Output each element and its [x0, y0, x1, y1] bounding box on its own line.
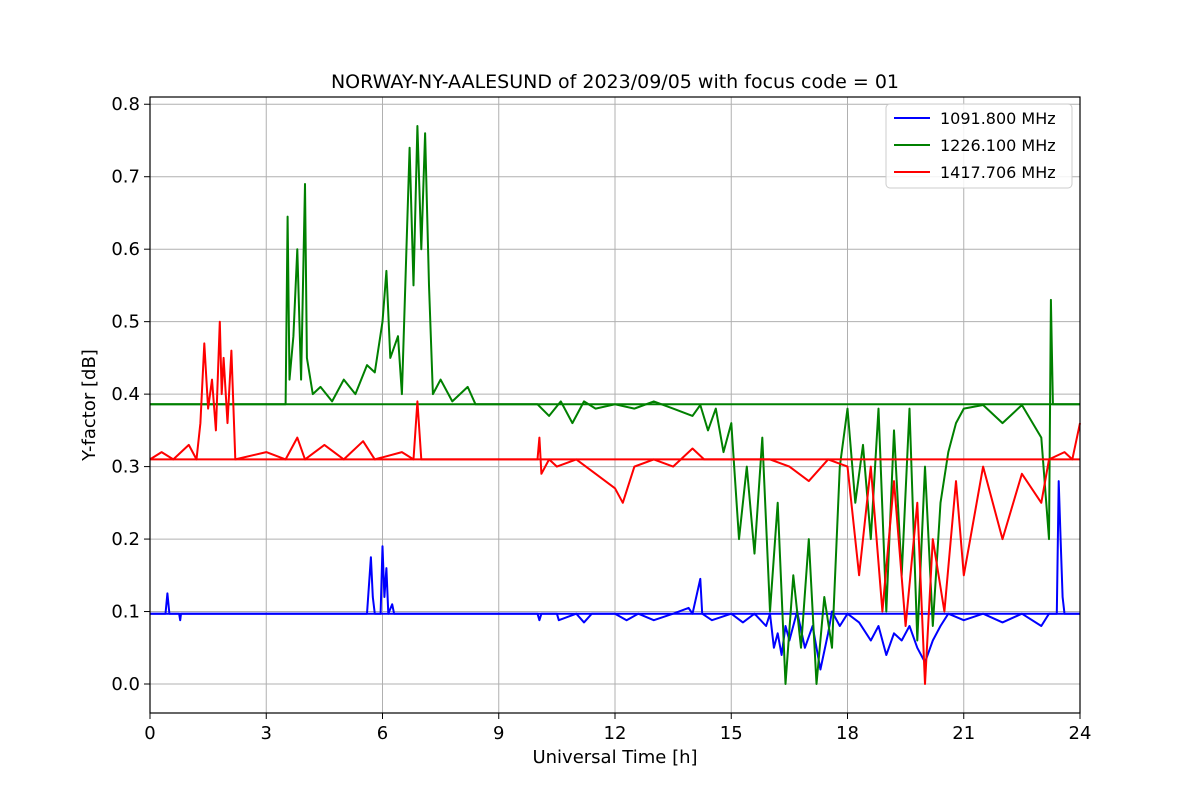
legend-entry: 1226.100 MHz [940, 136, 1056, 155]
legend-box [885, 103, 1073, 189]
x-tick-label: 6 [377, 723, 388, 744]
x-tick-label: 12 [604, 723, 627, 744]
series-line-1 [150, 480, 1080, 671]
series-line-2 [150, 125, 1080, 685]
x-tick-label: 15 [720, 723, 743, 744]
y-axis-label: Y-factor [dB] [79, 349, 100, 462]
x-tick-label: 0 [144, 723, 155, 744]
x-tick-label: 24 [1069, 723, 1092, 744]
y-tick-label: 0.4 [111, 384, 140, 405]
x-axis: 0 3 6 9 12 15 18 21 24 [144, 713, 1091, 744]
y-tick-label: 0.6 [111, 239, 140, 260]
y-tick-label: 0.2 [111, 529, 140, 550]
y-tick-label: 0.1 [111, 602, 140, 623]
series-line-3 [149, 320, 1081, 685]
series-lines [149, 125, 1081, 685]
x-tick-label: 18 [836, 723, 859, 744]
legend-entry: 1417.706 MHz [940, 163, 1056, 182]
y-tick-label: 0.8 [111, 94, 140, 115]
y-axis: 0.0 0.1 0.2 0.3 0.4 0.5 0.6 0.7 0.8 [111, 94, 150, 695]
y-tick-label: 0.5 [111, 312, 140, 333]
legend: 1091.800 MHz 1226.100 MHz 1417.706 MHz [885, 103, 1073, 189]
y-tick-label: 0.7 [111, 167, 140, 188]
x-axis-label: Universal Time [h] [532, 747, 697, 768]
x-tick-label: 21 [952, 723, 975, 744]
y-tick-label: 0.0 [111, 674, 140, 695]
y-tick-label: 0.3 [111, 457, 140, 478]
chart-title: NORWAY-NY-AALESUND of 2023/09/05 with fo… [331, 71, 899, 93]
x-tick-label: 3 [261, 723, 272, 744]
x-tick-label: 9 [493, 723, 504, 744]
legend-entry: 1091.800 MHz [940, 109, 1056, 128]
